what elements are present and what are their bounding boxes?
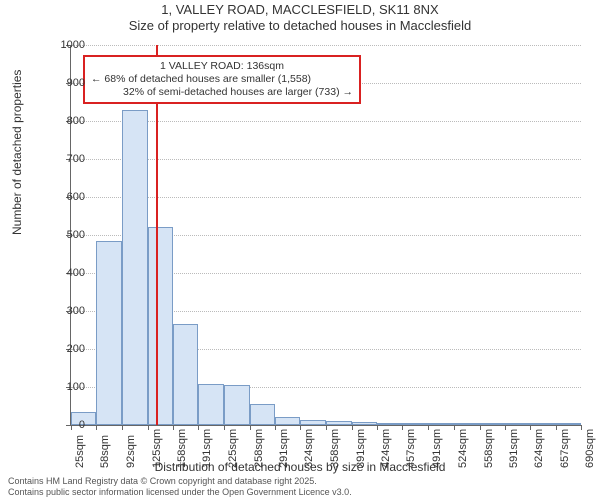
- histogram-bar: [377, 423, 402, 425]
- annotation-box: 1 VALLEY ROAD: 136sqm← 68% of detached h…: [83, 55, 361, 104]
- x-tick-label: 125sqm: [151, 429, 163, 468]
- gridline: [71, 45, 581, 46]
- x-tick-mark: [250, 425, 251, 430]
- x-tick-label: 358sqm: [329, 429, 341, 468]
- annotation-line-2: ← 68% of detached houses are smaller (1,…: [91, 73, 353, 86]
- x-tick-mark: [300, 425, 301, 430]
- histogram-bar: [96, 241, 122, 425]
- x-tick-label: 424sqm: [380, 429, 392, 468]
- histogram-bar: [530, 423, 555, 425]
- x-tick-label: 291sqm: [278, 429, 290, 468]
- annotation-line-3: 32% of semi-detached houses are larger (…: [91, 86, 353, 99]
- x-tick-mark: [428, 425, 429, 430]
- x-tick-label: 92sqm: [125, 435, 137, 468]
- y-tick-label: 300: [30, 305, 85, 317]
- y-tick-label: 900: [30, 77, 85, 89]
- histogram-bar: [326, 421, 351, 425]
- x-tick-mark: [454, 425, 455, 430]
- y-tick-label: 800: [30, 115, 85, 127]
- y-tick-label: 400: [30, 267, 85, 279]
- x-tick-label: 624sqm: [533, 429, 545, 468]
- x-tick-mark: [480, 425, 481, 430]
- y-tick-label: 100: [30, 381, 85, 393]
- histogram-bar: [300, 420, 326, 425]
- title-line-2: Size of property relative to detached ho…: [0, 18, 600, 34]
- histogram-bar: [198, 384, 224, 425]
- y-tick-label: 0: [30, 419, 85, 431]
- footer-line-1: Contains HM Land Registry data © Crown c…: [8, 476, 592, 487]
- x-tick-label: 324sqm: [303, 429, 315, 468]
- x-tick-label: 258sqm: [253, 429, 265, 468]
- y-tick-label: 700: [30, 153, 85, 165]
- x-tick-mark: [326, 425, 327, 430]
- x-tick-label: 158sqm: [176, 429, 188, 468]
- x-tick-mark: [275, 425, 276, 430]
- x-tick-label: 657sqm: [559, 429, 571, 468]
- title-line-1: 1, VALLEY ROAD, MACCLESFIELD, SK11 8NX: [0, 2, 600, 18]
- y-axis-label: Number of detached properties: [10, 70, 24, 235]
- x-tick-mark: [96, 425, 97, 430]
- plot-area: 1 VALLEY ROAD: 136sqm← 68% of detached h…: [70, 45, 581, 426]
- histogram-bar: [352, 422, 377, 425]
- histogram-bar: [402, 423, 428, 425]
- histogram-bar: [505, 423, 530, 425]
- x-tick-label: 225sqm: [227, 429, 239, 468]
- x-tick-mark: [377, 425, 378, 430]
- x-tick-label: 524sqm: [457, 429, 469, 468]
- x-tick-mark: [581, 425, 582, 430]
- y-tick-label: 1000: [30, 39, 85, 51]
- y-tick-label: 600: [30, 191, 85, 203]
- x-tick-label: 491sqm: [431, 429, 443, 468]
- x-tick-mark: [402, 425, 403, 430]
- chart-title: 1, VALLEY ROAD, MACCLESFIELD, SK11 8NX S…: [0, 2, 600, 35]
- x-tick-mark: [556, 425, 557, 430]
- histogram-bar: [148, 227, 173, 425]
- x-tick-mark: [224, 425, 225, 430]
- histogram-bar: [250, 404, 275, 425]
- x-tick-label: 191sqm: [201, 429, 213, 468]
- x-tick-mark: [352, 425, 353, 430]
- x-tick-label: 591sqm: [508, 429, 520, 468]
- histogram-bar: [556, 423, 581, 425]
- histogram-bar: [224, 385, 249, 425]
- x-tick-label: 690sqm: [584, 429, 596, 468]
- x-tick-mark: [198, 425, 199, 430]
- x-tick-label: 58sqm: [99, 435, 111, 468]
- x-tick-mark: [173, 425, 174, 430]
- x-tick-mark: [148, 425, 149, 430]
- histogram-bar: [275, 417, 300, 425]
- x-tick-mark: [122, 425, 123, 430]
- histogram-bar: [122, 110, 147, 425]
- x-tick-mark: [530, 425, 531, 430]
- chart-container: 1, VALLEY ROAD, MACCLESFIELD, SK11 8NX S…: [0, 0, 600, 500]
- histogram-bar: [173, 324, 198, 425]
- x-tick-label: 391sqm: [355, 429, 367, 468]
- x-tick-label: 558sqm: [483, 429, 495, 468]
- chart-footer: Contains HM Land Registry data © Crown c…: [0, 476, 600, 498]
- histogram-bar: [454, 423, 480, 425]
- histogram-bar: [428, 423, 453, 425]
- histogram-bar: [480, 423, 505, 425]
- annotation-line-1: 1 VALLEY ROAD: 136sqm: [91, 60, 353, 73]
- x-tick-label: 457sqm: [405, 429, 417, 468]
- footer-line-2: Contains public sector information licen…: [8, 487, 592, 498]
- x-tick-label: 25sqm: [74, 435, 86, 468]
- y-tick-label: 200: [30, 343, 85, 355]
- x-tick-mark: [505, 425, 506, 430]
- y-tick-label: 500: [30, 229, 85, 241]
